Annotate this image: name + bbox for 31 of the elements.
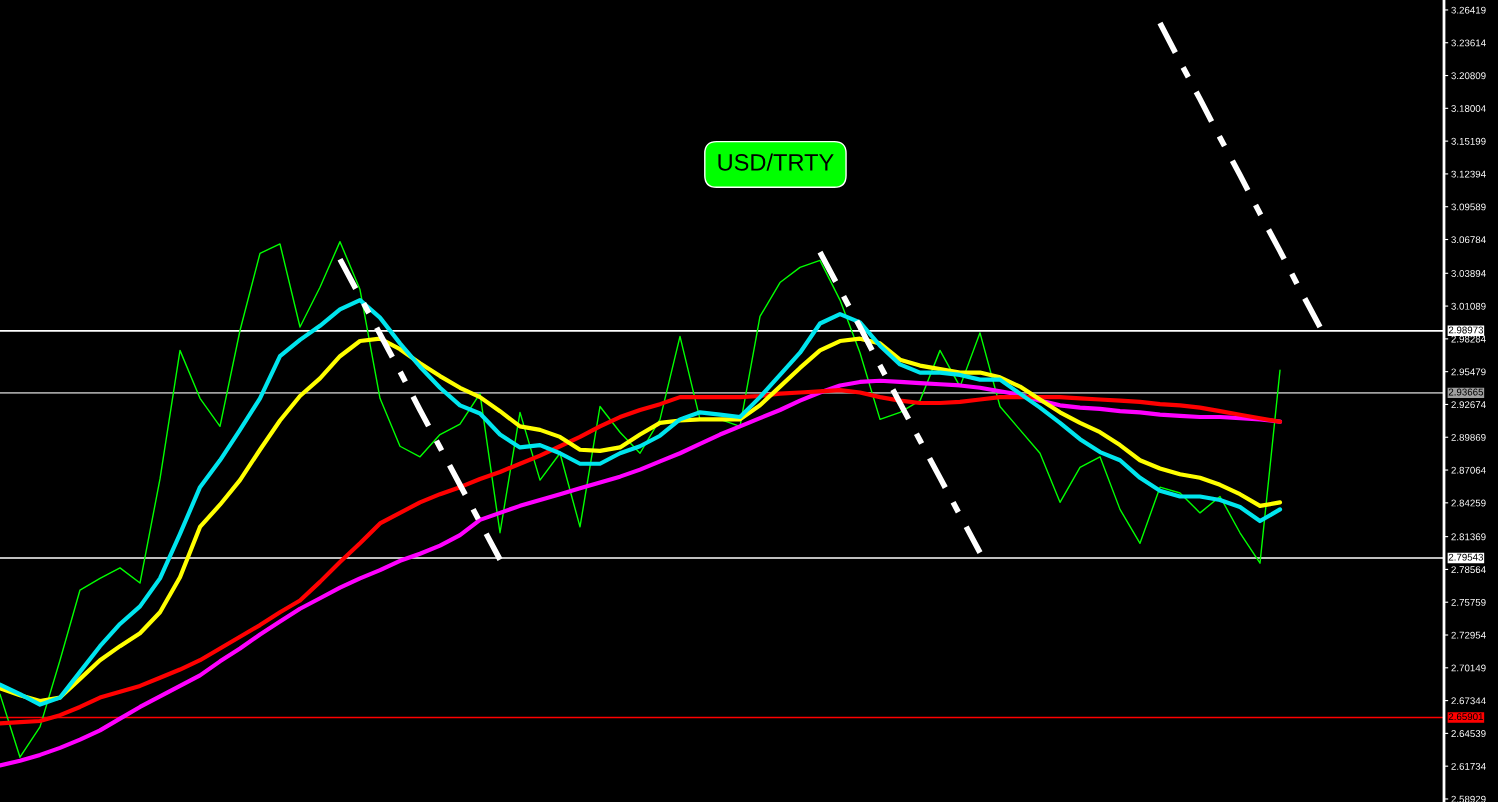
y-tick-label: 3.18004 <box>1451 105 1486 112</box>
y-tick-label: 3.06784 <box>1451 236 1486 244</box>
y-tick-label: 2.98284 <box>1451 335 1486 343</box>
y-tick-label: 2.67344 <box>1451 697 1486 705</box>
y-tick-label: 3.15199 <box>1451 137 1486 145</box>
y-tick-label: 2.81369 <box>1451 533 1486 541</box>
y-tick-label: 3.23614 <box>1451 39 1486 47</box>
line-series <box>0 240 1281 758</box>
y-tick-label: 2.84259 <box>1451 499 1486 507</box>
y-tick-label: 2.61734 <box>1451 762 1486 770</box>
y-tick-label: 3.12394 <box>1451 170 1486 178</box>
y-tick-label: 3.03894 <box>1451 270 1486 277</box>
y-tick-label: 2.72954 <box>1451 631 1486 639</box>
ref-line-label: 2.65901 <box>1448 713 1483 721</box>
y-tick-label: 3.26419 <box>1451 6 1486 14</box>
y-tick-label: 2.89869 <box>1451 433 1486 441</box>
y-tick-label: 3.01089 <box>1451 302 1486 310</box>
ref-line-label: 2.79543 <box>1448 553 1484 561</box>
ref-line-label: 2.93665 <box>1448 388 1484 396</box>
y-tick-label: 2.78564 <box>1451 566 1486 574</box>
y-tick-label: 2.64539 <box>1451 730 1486 737</box>
y-tick-label: 2.92674 <box>1451 401 1486 409</box>
text: USD/TRTY <box>718 153 834 171</box>
y-tick-label: 3.09589 <box>1451 203 1486 211</box>
y-tick-label: 2.87064 <box>1451 466 1486 474</box>
y-tick-label: 2.95479 <box>1451 368 1486 376</box>
y-tick-label: 2.70149 <box>1451 664 1486 672</box>
y-tick-label: 2.58929 <box>1451 795 1486 802</box>
y-tick-label: 3.20809 <box>1451 72 1486 80</box>
y-tick-label: 2.75759 <box>1451 598 1486 606</box>
ref-line-label: 2.98973 <box>1448 326 1484 334</box>
